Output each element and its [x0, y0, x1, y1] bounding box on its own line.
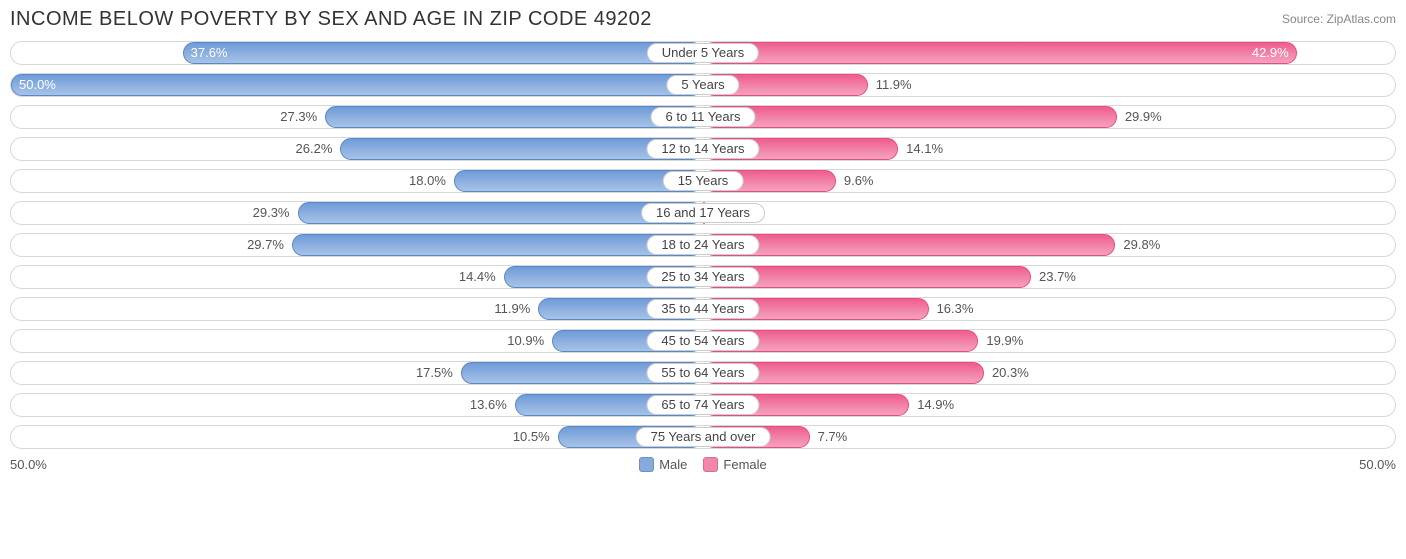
value-label-male: 50.0% — [19, 77, 56, 92]
value-label-female: 20.3% — [992, 365, 1029, 380]
value-label-female: 11.9% — [876, 77, 912, 92]
legend-swatch-female — [703, 457, 718, 472]
bar-row: 29.7% 29.8% 18 to 24 Years — [10, 233, 1396, 257]
value-label-male: 27.3% — [280, 109, 317, 124]
bars-area: 37.6% 42.9% Under 5 Years 50.0% 11.9% 5 Years… — [10, 41, 1396, 449]
bar-row: 10.5% 7.7% 75 Years and over — [10, 425, 1396, 449]
value-label-female: 23.7% — [1039, 269, 1076, 284]
bar-male — [11, 74, 703, 96]
bar-row: 29.3%0.0%16 and 17 Years — [10, 201, 1396, 225]
value-label-female: 29.8% — [1123, 237, 1160, 252]
bar-male — [325, 106, 703, 128]
axis-right-label: 50.0% — [1359, 457, 1396, 472]
bar-male — [292, 234, 703, 256]
value-label-male: 29.7% — [247, 237, 284, 252]
category-label: 16 and 17 Years — [641, 203, 765, 223]
bar-row: 18.0% 9.6% 15 Years — [10, 169, 1396, 193]
category-label: 25 to 34 Years — [646, 267, 759, 287]
bar-row: 37.6% 42.9% Under 5 Years — [10, 41, 1396, 65]
category-label: 35 to 44 Years — [646, 299, 759, 319]
value-label-male: 18.0% — [409, 173, 446, 188]
value-label-male: 26.2% — [296, 141, 333, 156]
value-label-male: 37.6% — [191, 45, 228, 60]
source-attribution: Source: ZipAtlas.com — [1282, 8, 1396, 26]
bar-row: 17.5% 20.3% 55 to 64 Years — [10, 361, 1396, 385]
bar-row: 10.9% 19.9% 45 to 54 Years — [10, 329, 1396, 353]
legend: Male Female — [639, 457, 767, 472]
category-label: 6 to 11 Years — [651, 107, 756, 127]
bar-male — [183, 42, 703, 64]
value-label-male: 14.4% — [459, 269, 496, 284]
value-label-female: 14.9% — [917, 397, 954, 412]
axis-row: 50.0% Male Female 50.0% — [10, 457, 1396, 472]
category-label: 18 to 24 Years — [646, 235, 759, 255]
bar-female — [703, 106, 1117, 128]
axis-left-label: 50.0% — [10, 457, 47, 472]
category-label: 75 Years and over — [636, 427, 771, 447]
bar-row: 50.0% 11.9% 5 Years — [10, 73, 1396, 97]
legend-item-male: Male — [639, 457, 687, 472]
legend-label-female: Female — [723, 457, 766, 472]
bar-female — [703, 234, 1115, 256]
value-label-female: 9.6% — [844, 173, 874, 188]
chart-title: INCOME BELOW POVERTY BY SEX AND AGE IN Z… — [10, 8, 652, 31]
category-label: 65 to 74 Years — [646, 395, 759, 415]
value-label-female: 7.7% — [818, 429, 848, 444]
value-label-male: 13.6% — [470, 397, 507, 412]
category-label: Under 5 Years — [647, 43, 759, 63]
value-label-female: 29.9% — [1125, 109, 1162, 124]
category-label: 5 Years — [666, 75, 739, 95]
bar-row: 14.4% 23.7% 25 to 34 Years — [10, 265, 1396, 289]
header-row: INCOME BELOW POVERTY BY SEX AND AGE IN Z… — [10, 8, 1396, 31]
value-label-male: 11.9% — [494, 301, 530, 316]
bar-row: 13.6% 14.9% 65 to 74 Years — [10, 393, 1396, 417]
category-label: 45 to 54 Years — [646, 331, 759, 351]
bar-female — [703, 42, 1297, 64]
chart-container: INCOME BELOW POVERTY BY SEX AND AGE IN Z… — [0, 0, 1406, 478]
category-label: 15 Years — [663, 171, 744, 191]
category-label: 12 to 14 Years — [646, 139, 759, 159]
legend-label-male: Male — [659, 457, 687, 472]
legend-item-female: Female — [703, 457, 766, 472]
value-label-male: 17.5% — [416, 365, 453, 380]
value-label-male: 29.3% — [253, 205, 290, 220]
value-label-female: 16.3% — [937, 301, 974, 316]
legend-swatch-male — [639, 457, 654, 472]
bar-row: 11.9% 16.3% 35 to 44 Years — [10, 297, 1396, 321]
value-label-female: 42.9% — [1252, 45, 1289, 60]
bar-row: 26.2% 14.1% 12 to 14 Years — [10, 137, 1396, 161]
value-label-male: 10.5% — [513, 429, 550, 444]
category-label: 55 to 64 Years — [646, 363, 759, 383]
bar-row: 27.3% 29.9% 6 to 11 Years — [10, 105, 1396, 129]
value-label-female: 14.1% — [906, 141, 943, 156]
value-label-male: 10.9% — [507, 333, 544, 348]
value-label-female: 19.9% — [986, 333, 1023, 348]
